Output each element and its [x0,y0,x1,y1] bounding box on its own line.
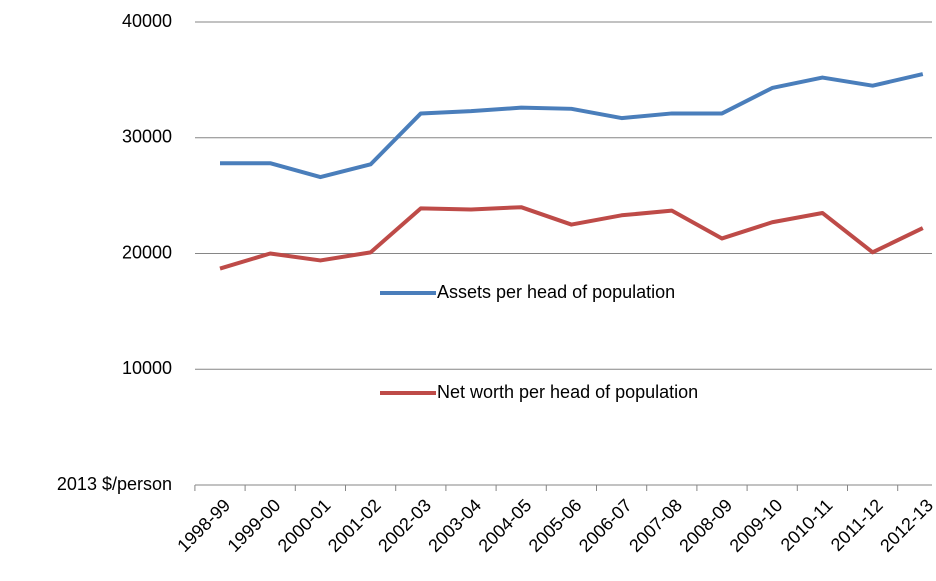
x-tick-label: 2006-07 [575,495,636,556]
x-tick-label: 2002-03 [374,495,435,556]
x-tick-label: 2012-13 [876,495,936,556]
y-tick-label: 30000 [122,127,172,147]
legend-label: Assets per head of population [437,282,675,302]
x-tick-label: 2001-02 [324,495,385,556]
y-tick-label: 2013 $/person [57,474,172,494]
y-tick-label: 20000 [122,242,172,262]
x-tick-label: 2008-09 [675,495,736,556]
x-tick-label: 2003-04 [424,495,485,556]
y-tick-label: 40000 [122,11,172,31]
x-tick-label: 2005-06 [525,495,586,556]
x-tick-label: 1998-99 [173,495,234,556]
x-tick-label: 2007-08 [625,495,686,556]
series-line [219,205,924,271]
x-tick-label: 2011-12 [827,495,887,555]
x-tick-label: 2010-11 [777,495,837,555]
x-tick-label: 2000-01 [274,495,335,556]
x-tick-label: 2009-10 [726,495,787,556]
y-tick-label: 10000 [122,358,172,378]
series-line [220,72,924,180]
x-tick-label: 2004-05 [475,495,536,556]
x-tick-label: 1999-00 [224,495,285,556]
legend-label: Net worth per head of population [437,382,698,402]
